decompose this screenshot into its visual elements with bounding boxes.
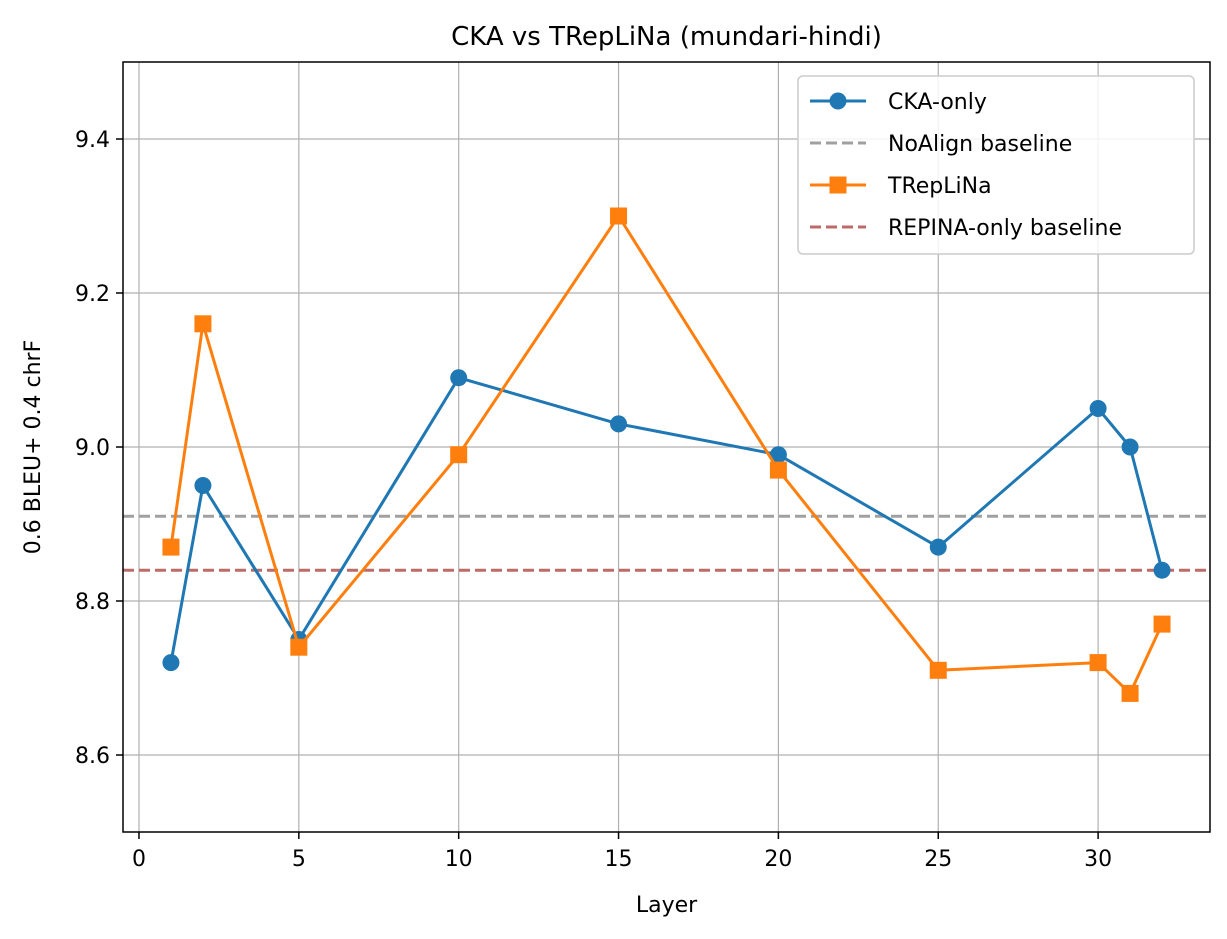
data-point-treplina [610,207,628,225]
legend-label: REPINA-only baseline [888,216,1122,241]
legend-item-cka-only: CKA-only [810,90,987,115]
data-point-treplina [769,461,787,479]
series-line-treplina [169,214,1164,695]
x-tick-label: 30 [1084,847,1112,872]
data-point-cka-only [162,654,180,672]
x-tick-label: 10 [445,847,473,872]
x-tick-label: 15 [605,847,633,872]
data-point-cka-only [450,369,468,387]
x-tick-label: 0 [132,847,146,872]
legend-item-treplina: TRepLiNa [810,174,992,199]
legend-item-repina-only-baseline: REPINA-only baseline [810,216,1122,241]
x-tick-label: 20 [764,847,792,872]
data-point-treplina [1089,654,1107,672]
series-treplina [162,207,1171,702]
legend-marker [829,92,847,110]
data-point-treplina [1121,684,1139,702]
data-point-cka-only [929,538,947,556]
data-point-treplina [450,446,468,464]
data-point-cka-only [194,477,212,494]
series-cka-only [162,369,1171,672]
chart-title: CKA vs TRepLiNa (mundari-hindi) [451,22,882,52]
data-point-treplina [929,661,947,679]
y-axis-label: 0.6 BLEU+ 0.4 chrF [21,340,46,554]
data-point-cka-only [1153,561,1171,579]
legend-label: CKA-only [888,90,987,115]
x-tick-label: 25 [924,847,952,872]
y-tick-label: 8.8 [75,590,110,615]
legend-item-noalign-baseline: NoAlign baseline [810,132,1072,157]
y-tick-label: 9.0 [75,436,110,461]
legend-label: TRepLiNa [887,174,992,199]
axis-ticks: 0 5 10 15 20 25 30 8.6 8.8 9.0 9.2 9.4 [75,128,1112,872]
data-point-treplina [162,538,180,556]
data-point-cka-only [610,415,628,433]
x-axis-label: Layer [636,893,698,918]
baseline-lines [123,514,1210,572]
series-line-cka-only [169,376,1164,663]
y-tick-label: 8.6 [75,744,110,769]
data-point-treplina [1153,615,1171,633]
legend-box [797,75,1195,255]
data-point-treplina [194,315,212,333]
y-tick-label: 9.2 [75,282,110,307]
data-point-cka-only [1089,400,1107,417]
series-lines [162,207,1171,702]
legend: CKA-only NoAlign baseline TRepLiNa REPINA-o… [797,75,1195,255]
data-point-cka-only [1121,438,1139,456]
data-point-treplina [290,638,308,656]
legend-label: NoAlign baseline [888,132,1072,157]
data-point-cka-only [769,446,787,464]
legend-marker [829,176,847,194]
y-tick-label: 9.4 [75,128,110,153]
x-tick-label: 5 [292,847,306,872]
